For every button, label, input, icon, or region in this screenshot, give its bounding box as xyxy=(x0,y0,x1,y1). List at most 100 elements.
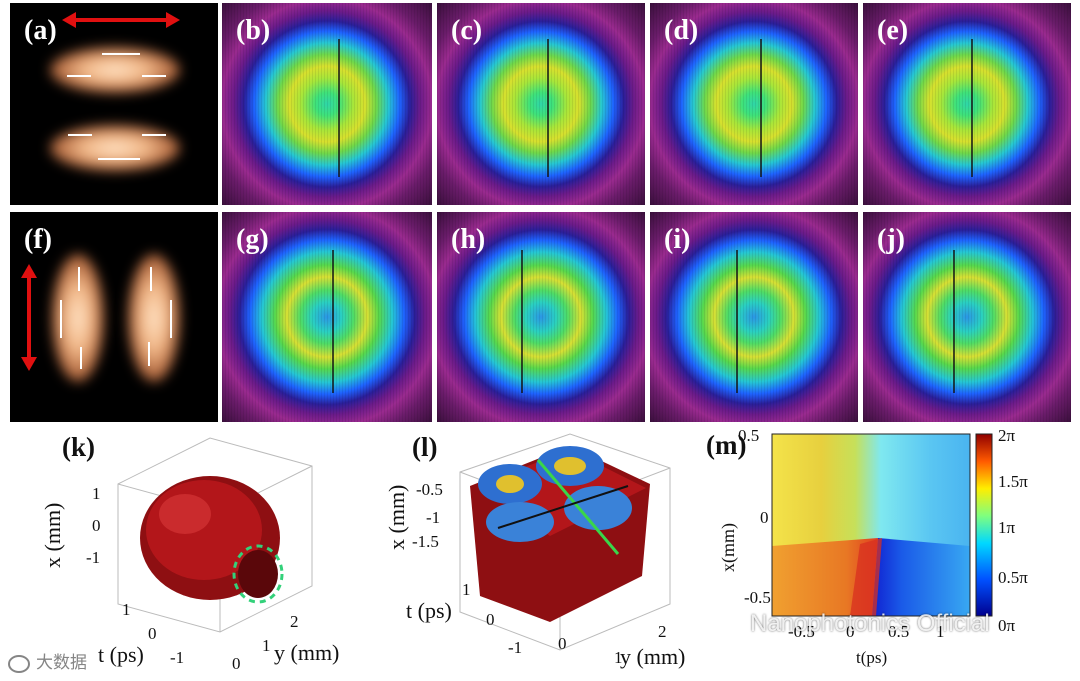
white-arrow-icon xyxy=(78,267,80,291)
colorbar-tick: 1.5π xyxy=(998,472,1028,491)
fringe-overlay xyxy=(650,212,858,422)
tick: 0.5 xyxy=(738,426,760,445)
tick: 1 xyxy=(262,636,271,655)
lobe-blue xyxy=(564,486,632,530)
bubble-icon xyxy=(8,654,30,673)
white-arrow-icon xyxy=(150,267,152,291)
phase-line xyxy=(736,249,738,393)
panel-label: (a) xyxy=(24,15,57,46)
panel-g: (g) xyxy=(222,212,432,422)
phase-line xyxy=(760,39,762,177)
fringe-overlay xyxy=(222,3,432,205)
axes-box xyxy=(117,437,313,633)
panel-label: (c) xyxy=(451,15,483,46)
white-arrow-icon xyxy=(102,53,140,55)
tick: -1.5 xyxy=(412,532,439,551)
arrowhead-left-icon xyxy=(62,12,76,28)
panel-k: (k) x (mm) 1 0 -1 1 0 -1 t (ps) 0 1 2 y … xyxy=(0,426,360,676)
colorbar-tick: 2π xyxy=(998,426,1016,445)
panel-h: (h) xyxy=(437,212,645,422)
red-double-arrow-icon xyxy=(27,276,31,360)
axes-box xyxy=(459,433,671,651)
panel-label: (j) xyxy=(877,224,905,255)
arrowhead-up-icon xyxy=(21,264,37,278)
colorbar-tick: 0.5π xyxy=(998,568,1028,587)
phase-line xyxy=(521,249,523,393)
phase-line xyxy=(338,39,340,177)
fringe-overlay xyxy=(650,3,858,205)
watermark-text: Nanophotonics Official xyxy=(750,610,990,637)
tick: 0 xyxy=(148,624,157,643)
tick: -0.5 xyxy=(744,588,771,607)
lobe-peak xyxy=(496,475,524,493)
tick: -0.5 xyxy=(416,480,443,499)
lobe-right xyxy=(128,254,180,382)
phase-jump xyxy=(850,538,882,616)
axis-label-t: t (ps) xyxy=(406,598,452,623)
panel-l: (l) x (mm) -0.5 -1 -1.5 t (ps) 1 0 -1 0 … xyxy=(370,426,700,676)
axis-label-x: x (mm) xyxy=(384,484,409,550)
white-arrow-icon xyxy=(170,300,172,338)
watermark: Nanophotonics Official xyxy=(712,610,990,638)
panel-label: (l) xyxy=(412,432,438,462)
isosurface-shine xyxy=(159,494,211,534)
panel-label: (h) xyxy=(451,224,486,255)
panel-label: (d) xyxy=(664,15,699,46)
fringe-overlay xyxy=(437,3,645,205)
tick: -1 xyxy=(508,638,523,657)
fringe-overlay xyxy=(222,212,432,422)
tick: 0 xyxy=(760,508,769,527)
panel-e: (e) xyxy=(863,3,1071,205)
plot-m-svg xyxy=(771,433,993,617)
panel-label: (b) xyxy=(236,15,271,46)
green-line xyxy=(536,459,620,555)
colorbar xyxy=(975,433,993,617)
colorbar-tick: 0π xyxy=(998,616,1016,635)
panel-label: (f) xyxy=(24,224,52,255)
white-arrow-icon xyxy=(142,134,166,136)
panel-j: (j) xyxy=(863,212,1071,422)
tick: 1 xyxy=(122,600,131,619)
corner-watermark: 大数据 xyxy=(8,648,87,673)
white-arrow-icon xyxy=(68,134,92,136)
white-arrow-icon xyxy=(142,75,166,77)
plot-k-svg xyxy=(117,437,313,633)
tick: 1 xyxy=(614,648,623,667)
panel-d: (d) xyxy=(650,3,858,205)
tick: -1 xyxy=(170,648,185,667)
tick: 1 xyxy=(936,622,945,641)
tick: 0 xyxy=(92,516,101,535)
tick: 1 xyxy=(92,484,101,503)
panel-b: (b) xyxy=(222,3,432,205)
white-arrow-icon xyxy=(148,342,150,366)
phase-line xyxy=(547,39,549,177)
panel-m: (m) x(mm) 0.5 0 -0.5 xyxy=(700,426,1080,676)
lobe-peak xyxy=(554,457,586,475)
phase-line xyxy=(971,39,973,177)
colorbar-tick: 1π xyxy=(998,518,1016,537)
heatmap-bottom-right xyxy=(872,538,970,616)
white-arrow-icon xyxy=(67,75,91,77)
axis-label-y: y (mm) xyxy=(274,640,340,665)
panel-a: (a) xyxy=(10,3,218,205)
axis-label-y: y (mm) xyxy=(620,644,686,669)
tick: 0 xyxy=(846,622,855,641)
panel-label: (m) xyxy=(706,430,747,460)
fringe-overlay xyxy=(863,212,1071,422)
tick: 0.5 xyxy=(888,622,910,641)
tick: -0.5 xyxy=(788,622,815,641)
axis-label-x: t(ps) xyxy=(856,648,888,667)
wechat-icon xyxy=(712,612,742,637)
white-arrow-icon xyxy=(80,347,82,369)
panel-i: (i) xyxy=(650,212,858,422)
panel-label: (g) xyxy=(236,224,269,255)
tick: 2 xyxy=(290,612,299,631)
fringe-overlay xyxy=(437,212,645,422)
heatmap-frame xyxy=(771,433,971,617)
tick: 0 xyxy=(486,610,495,629)
plot-l-svg xyxy=(459,433,671,651)
phase-line xyxy=(953,249,955,393)
white-arrow-icon xyxy=(60,300,62,338)
panel-c: (c) xyxy=(437,3,645,205)
tick: 2 xyxy=(658,622,667,641)
